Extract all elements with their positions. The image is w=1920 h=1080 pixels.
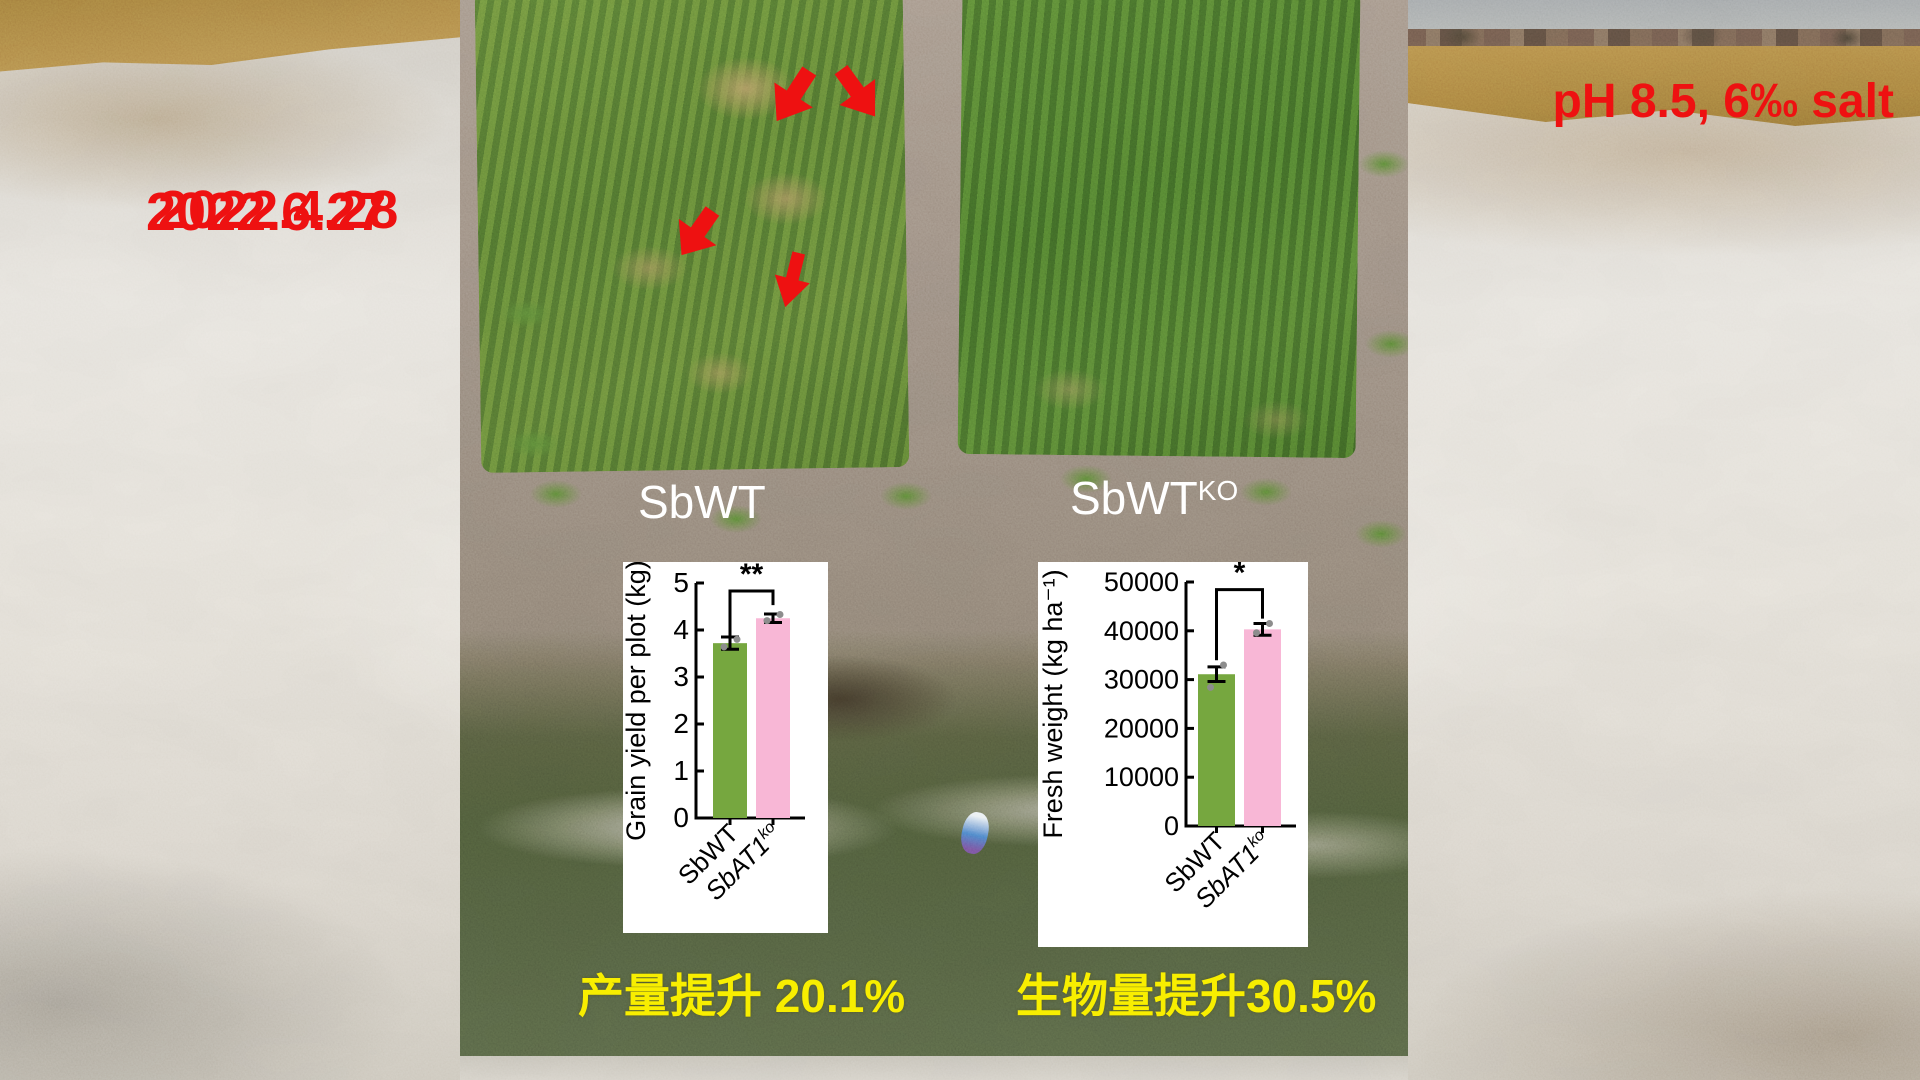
svg-text:50000: 50000 <box>1104 567 1179 597</box>
sorghum-plot-ko <box>957 0 1361 459</box>
grass-tuft <box>1358 150 1408 178</box>
grass-tuft <box>508 430 560 458</box>
grass-tuft <box>530 480 582 508</box>
svg-text:*: * <box>1234 562 1246 590</box>
plot-label-wt: SbWT <box>638 478 766 526</box>
svg-text:4: 4 <box>673 614 689 645</box>
plot-label-ko-text: SbWT <box>1070 472 1198 524</box>
date-primary: 2022.4.28 <box>158 180 399 240</box>
svg-text:Grain yield per plot (kg): Grain yield per plot (kg) <box>623 562 651 841</box>
grass-tuft <box>500 300 552 328</box>
svg-text:**: ** <box>740 562 764 591</box>
bottom-soil-strip <box>460 1056 1408 1080</box>
biomass-increase-caption: 生物量提升30.5% <box>1016 970 1377 1022</box>
plot-label-ko: SbWTKO <box>1070 474 1238 522</box>
svg-text:5: 5 <box>673 567 689 598</box>
svg-text:3: 3 <box>673 661 689 692</box>
plot-label-wt-text: SbWT <box>638 476 766 528</box>
grass-tuft <box>1240 478 1292 506</box>
svg-text:Fresh weight (kg ha⁻¹): Fresh weight (kg ha⁻¹) <box>1038 569 1068 838</box>
svg-text:40000: 40000 <box>1104 616 1179 646</box>
svg-text:1: 1 <box>673 755 689 786</box>
svg-text:20000: 20000 <box>1104 713 1179 743</box>
svg-text:2: 2 <box>673 708 689 739</box>
svg-text:0: 0 <box>1164 811 1179 841</box>
svg-text:30000: 30000 <box>1104 665 1179 695</box>
svg-text:0: 0 <box>673 802 689 833</box>
grain-yield-chart-panel: 0 1 2 3 4 5 SbWT SbAT1ko ** Grain yield per plot … <box>623 562 828 933</box>
grass-tuft <box>1365 330 1408 358</box>
grass-tuft <box>880 482 932 510</box>
fresh-weight-chart: 01000020000300004000050000SbWTSbAT1ko*Fr… <box>1038 562 1296 914</box>
svg-text:10000: 10000 <box>1104 762 1179 792</box>
plot-label-ko-superscript: KO <box>1197 475 1239 506</box>
condition-label: pH 8.5, 6‰ salt <box>1552 75 1894 128</box>
grass-tuft <box>1355 520 1407 548</box>
yield-increase-caption: 产量提升 20.1% <box>578 970 906 1022</box>
fresh-weight-chart-panel: 0 10000 20000 30000 40000 50000 SbWT SbAT1ko * Fr… <box>1038 562 1308 947</box>
